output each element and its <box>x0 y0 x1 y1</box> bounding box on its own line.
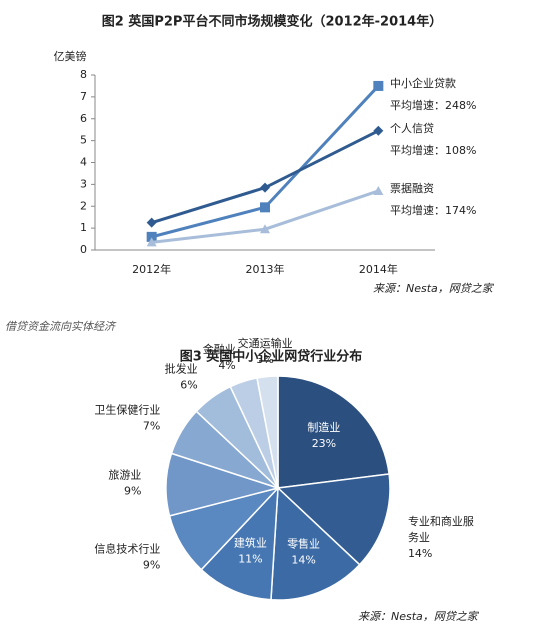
slice-label: 金融业 <box>203 342 236 356</box>
y-tick-label: 8 <box>80 68 87 81</box>
x-tick-label: 2014年 <box>359 262 398 276</box>
value-label: 7% <box>143 419 160 432</box>
value-label: 6% <box>180 378 197 391</box>
value-label: 23% <box>312 437 336 450</box>
value-label: 14% <box>408 547 432 560</box>
pie-slice <box>276 473 391 566</box>
value-label: 14% <box>291 554 315 567</box>
slice-label-cont: 务业 <box>408 531 430 544</box>
marker <box>260 182 270 193</box>
value-label: 9% <box>143 559 160 572</box>
slice-label: 建筑业 <box>234 536 267 550</box>
slice-label: 交通运输业 <box>238 336 293 350</box>
y-tick-label: 5 <box>80 134 87 147</box>
slice-label: 专业和商业服 <box>408 514 474 528</box>
value-label: 3% <box>256 353 273 366</box>
x-tick-label: 2012年 <box>132 262 171 276</box>
marker <box>146 231 157 242</box>
y-tick-label: 0 <box>80 243 87 256</box>
marker <box>146 237 157 247</box>
slice-label: 批发业 <box>165 361 198 375</box>
growth-label: 平均增速：174% <box>390 203 476 217</box>
chart-title: 图3 英国中小企业网贷行业分布 <box>180 349 363 365</box>
legend-label: 个人信贷 <box>390 121 434 135</box>
marker <box>373 185 384 195</box>
y-tick-label: 4 <box>80 156 87 169</box>
marker <box>260 202 270 213</box>
growth-label: 平均增速：248% <box>390 98 476 112</box>
x-tick-label: 2013年 <box>246 262 285 276</box>
pie-slice <box>277 375 390 489</box>
slice-label: 制造业 <box>307 420 340 434</box>
line <box>151 84 380 239</box>
value-label: 4% <box>218 359 235 372</box>
heading: 借贷资金流向实体经济 <box>5 320 117 333</box>
pie-slice <box>256 375 279 489</box>
y-tick-label: 3 <box>80 177 87 190</box>
legend-label: 票据融资 <box>390 181 434 195</box>
value-label: 9% <box>124 485 141 498</box>
y-tick-label: 6 <box>80 112 87 125</box>
y-tick-label: 7 <box>80 90 87 103</box>
slice-label: 信息技术行业 <box>94 542 160 556</box>
line <box>151 189 379 244</box>
marker <box>373 125 384 136</box>
y-tick-label: 2 <box>80 199 87 212</box>
growth-label: 平均增速：108% <box>390 143 476 157</box>
y-axis-label: 亿美镑 <box>54 49 87 63</box>
marker <box>146 217 157 228</box>
pie-slice <box>200 485 279 601</box>
chart-title: 图2 英国P2P平台不同市场规模变化（2012年-2014年） <box>102 14 442 30</box>
marker <box>373 80 384 91</box>
slice-label: 旅游业 <box>108 468 141 482</box>
marker <box>260 224 270 234</box>
source: 来源：Nesta，网贷之家 <box>373 282 495 295</box>
legend-label: 中小企业贷款 <box>390 76 456 90</box>
y-tick-label: 1 <box>80 221 87 234</box>
slice-label: 卫生保健行业 <box>94 402 160 416</box>
slice-label: 零售业 <box>287 537 320 551</box>
source: 来源：Nesta，网贷之家 <box>358 610 480 623</box>
pie-slice <box>270 486 361 601</box>
value-label: 11% <box>238 553 262 566</box>
